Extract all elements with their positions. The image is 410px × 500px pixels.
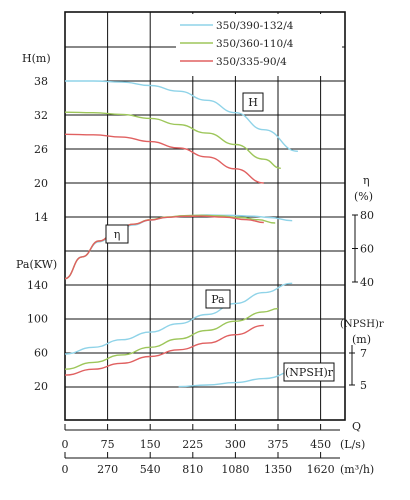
- power-curve: [64, 307, 279, 370]
- h-tick-label: 14: [34, 211, 48, 224]
- eta-axis-unit: (%): [354, 190, 373, 203]
- legend-entry-label: 350/360-110/4: [216, 38, 294, 50]
- q-m3h-tick-label: 1350: [264, 463, 292, 476]
- pa-tick-label: 100: [27, 313, 48, 326]
- head-curve: [64, 111, 281, 169]
- series-1: [64, 80, 298, 388]
- npsh-axis-unit: (m): [352, 333, 371, 346]
- power-curve: [64, 282, 293, 355]
- h-tick-label: 32: [34, 109, 48, 122]
- npsh-curve-label-text: (NPSH)r: [285, 366, 334, 379]
- head-curve: [65, 80, 298, 152]
- h-tick-label: 20: [34, 177, 48, 190]
- q-ls-tick-label: 225: [182, 438, 203, 451]
- q-ls-tick-label: 75: [101, 438, 115, 451]
- eta-tick-label: 80: [360, 209, 374, 222]
- q-ls-tick-label: 450: [310, 438, 331, 451]
- q-m3h-tick-label: 270: [97, 463, 118, 476]
- h-curve-label-text: H: [248, 96, 258, 109]
- q-m3h-tick-label: 540: [140, 463, 161, 476]
- q-m3h-tick-label: 1620: [307, 463, 335, 476]
- npsh-tick-label: 7: [360, 347, 367, 360]
- eta-axis-label: η: [363, 174, 370, 187]
- grid: [65, 12, 345, 420]
- h-tick-label: 38: [34, 75, 48, 88]
- legend: 350/390-132/4 350/360-110/4 350/335-90/4: [176, 14, 342, 76]
- npsh-curve-label-box: [283, 362, 335, 382]
- h-tick-label: 26: [34, 143, 48, 156]
- efficiency-curve: [64, 214, 276, 280]
- power-curve: [64, 324, 264, 376]
- efficiency-curve: [64, 215, 264, 280]
- head-curve: [64, 133, 264, 184]
- legend-entry-label: 350/390-132/4: [216, 20, 294, 32]
- efficiency-curve: [64, 214, 293, 280]
- q-m3h-tick-label: 1080: [221, 463, 249, 476]
- q-ls-unit: (L/s): [340, 438, 365, 451]
- npsh-axis-label: (NPSH)r: [340, 319, 384, 330]
- curve-labels: Hη Pa (NPSH)r: [105, 92, 335, 382]
- eta-curve-label-box: [105, 224, 129, 244]
- eta-tick-label: 60: [360, 243, 374, 256]
- pa-tick-label: 140: [27, 279, 48, 292]
- curves: [64, 80, 298, 388]
- legend-entry-label: 350/335-90/4: [216, 56, 287, 68]
- pa-axis-label: Pa(KW): [16, 258, 57, 271]
- q-m3h-tick-label: 810: [182, 463, 203, 476]
- q-ls-tick-label: 300: [225, 438, 246, 451]
- series-3: [64, 133, 264, 376]
- eta-curve-label-text: η: [114, 228, 121, 241]
- npsh-tick-label: 5: [360, 379, 367, 392]
- pa-tick-label: 60: [34, 346, 48, 359]
- q-ls-tick-label: 0: [62, 438, 69, 451]
- h-axis-label: H(m): [22, 52, 51, 65]
- pa-curve-label-box: [205, 289, 231, 309]
- npsh-curve: [178, 369, 298, 388]
- plot-frame: [64, 11, 346, 421]
- h-curve-label-box: [242, 92, 264, 112]
- q-ls-tick-label: 150: [140, 438, 161, 451]
- eta-tick-label: 40: [360, 276, 374, 289]
- q-m3h-unit: (m³/h): [340, 463, 374, 476]
- q-m3h-tick-label: 0: [62, 463, 69, 476]
- q-axis-label: Q: [352, 420, 361, 433]
- pa-tick-label: 20: [34, 380, 48, 393]
- q-ls-tick-label: 375: [268, 438, 289, 451]
- pa-curve-label-text: Pa: [211, 293, 225, 306]
